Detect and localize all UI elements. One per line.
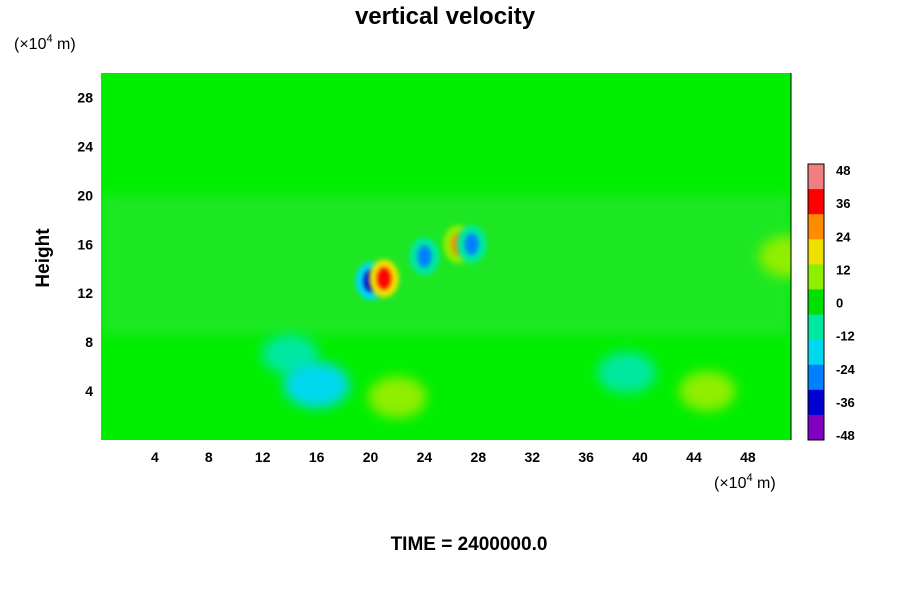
x-tick-label: 4 [151, 449, 159, 465]
y-tick-label: 12 [77, 285, 93, 301]
chart-title: vertical velocity [355, 3, 536, 30]
colorbar-segment [808, 239, 824, 265]
colorbar-tick-label: -48 [836, 428, 855, 443]
y-tick-label: 8 [85, 334, 93, 350]
x-ticks: 4 8 12 16 20 24 28 32 36 40 44 48 [151, 449, 756, 465]
colorbar-segment [808, 339, 824, 366]
colorbar-segment [808, 264, 824, 290]
colorbar-tick-label: -12 [836, 329, 855, 344]
x-axis-unit: (×104 m) [714, 472, 776, 492]
y-tick-label: 16 [77, 236, 93, 252]
velocity-feature-2 [377, 267, 392, 290]
velocity-feature-8 [679, 371, 736, 412]
colorbar-tick-label: 48 [836, 163, 850, 178]
x-tick-label: 36 [578, 449, 594, 465]
x-tick-label: 40 [632, 449, 648, 465]
colorbar-tick-label: 24 [836, 229, 851, 244]
y-ticks: 4 8 12 16 20 24 28 [77, 89, 93, 399]
velocity-feature-7 [368, 376, 427, 418]
turbulent-band [101, 195, 791, 335]
y-tick-label: 24 [77, 138, 93, 154]
colorbar-segment [808, 364, 824, 391]
y-axis-unit: (×104 m) [14, 33, 76, 53]
colorbar-segment [808, 164, 824, 190]
colorbar-segment [808, 214, 824, 240]
x-tick-label: 32 [524, 449, 540, 465]
time-label: TIME = 2400000.0 [391, 534, 548, 555]
colorbar: 48 36 24 12 0 -12 -24 -36 -48 [807, 163, 856, 443]
velocity-feature-10 [597, 351, 656, 394]
velocity-features [261, 225, 791, 418]
x-tick-label: 44 [686, 449, 702, 465]
y-tick-label: 20 [77, 187, 93, 203]
colorbar-segment [808, 289, 824, 316]
colorbar-tick-label: -36 [836, 395, 855, 410]
plot-area [101, 73, 791, 440]
velocity-feature-3 [417, 245, 432, 268]
velocity-feature-5 [464, 233, 479, 256]
x-tick-label: 8 [205, 449, 213, 465]
colorbar-tick-label: 0 [836, 296, 843, 311]
colorbar-segment [808, 389, 824, 416]
colorbar-border [807, 163, 825, 441]
velocity-feature-9 [759, 235, 791, 278]
colorbar-segment [808, 314, 824, 341]
colorbar-segment [808, 414, 824, 441]
x-tick-label: 28 [471, 449, 487, 465]
x-tick-label: 48 [740, 449, 756, 465]
colorbar-tick-label: 36 [836, 196, 850, 211]
y-tick-label: 4 [85, 383, 93, 399]
x-tick-label: 24 [417, 449, 433, 465]
y-axis-label: Height [33, 228, 54, 288]
x-tick-label: 16 [309, 449, 325, 465]
colorbar-tick-label: -24 [836, 362, 856, 377]
colorbar-segment [808, 189, 824, 215]
colorbar-tick-label: 12 [836, 262, 850, 277]
x-tick-label: 20 [363, 449, 379, 465]
x-tick-label: 12 [255, 449, 271, 465]
velocity-feature-6 [283, 361, 350, 409]
y-tick-label: 28 [77, 89, 93, 105]
